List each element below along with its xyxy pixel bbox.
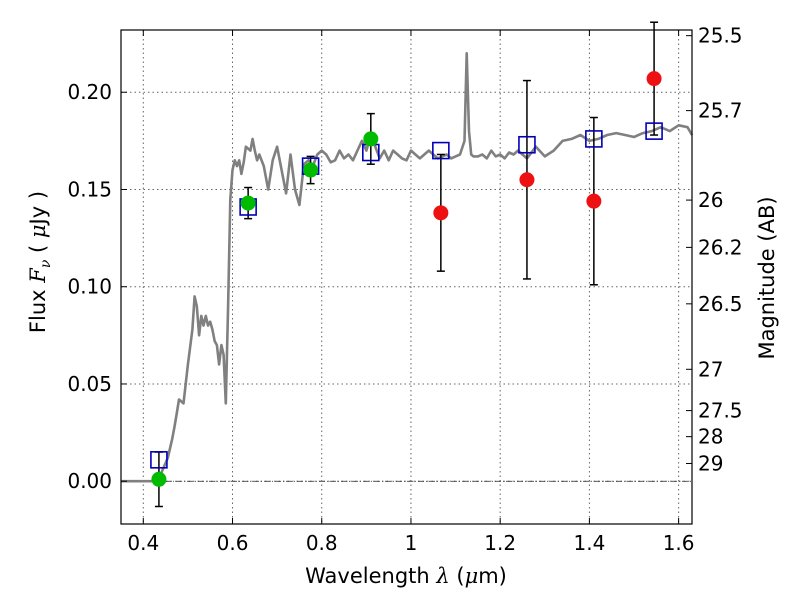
- observed-points: [151, 71, 662, 487]
- mag-tick-label-4: 26.5: [698, 292, 743, 316]
- detected-point-2: [303, 162, 319, 178]
- plot-frame: [120, 29, 693, 525]
- mag-tick-label-3: 26.2: [698, 235, 743, 259]
- mag-tick-label-6: 27.5: [698, 399, 743, 423]
- x-tick-label-2: 0.8: [306, 531, 338, 555]
- model-spectrum: [121, 51, 694, 483]
- x-tick-labels: 0.4 0.6 0.8 1 1.2 1.4 1.6: [127, 531, 694, 555]
- mag-tick-label-7: 28: [698, 425, 723, 449]
- mag-tick-label-2: 26: [698, 188, 723, 212]
- mag-tick-label-0: 25.5: [698, 24, 743, 48]
- model-box-4: [432, 141, 450, 160]
- detected-point-1: [240, 195, 256, 211]
- x-tick-label-3: 1: [405, 531, 418, 555]
- x-tick-label-1: 0.6: [217, 531, 249, 555]
- model-box-6: [585, 130, 603, 148]
- y-tick-label-4: 0.20: [67, 80, 112, 104]
- x-axis-label: Wavelength λ (μm): [305, 564, 507, 588]
- error-bars: [154, 21, 659, 508]
- detected-point-0: [151, 471, 167, 487]
- model-spectrum-line: [121, 51, 694, 483]
- grid: [121, 30, 692, 524]
- axis-ticks: [121, 30, 692, 524]
- detected-point-3: [363, 131, 379, 147]
- x-tick-label-5: 1.4: [573, 531, 605, 555]
- y-tick-label-3: 0.15: [67, 177, 112, 201]
- mag-tick-label-1: 25.7: [698, 99, 743, 123]
- y-tick-labels: 0.00 0.05 0.10 0.15 0.20: [67, 80, 112, 493]
- y-tick-label-2: 0.10: [67, 275, 112, 299]
- model-box-0: [150, 451, 168, 469]
- x-tick-label-0: 0.4: [127, 531, 159, 555]
- x-tick-label-4: 1.2: [484, 531, 516, 555]
- y-axis-label: Flux Fν ( μJy ): [26, 191, 54, 333]
- mag-tick-label-5: 27: [698, 357, 723, 381]
- mag-tick-label-8: 29: [698, 451, 723, 475]
- nondetected-point-0: [433, 205, 449, 221]
- y-tick-label-0: 0.00: [67, 469, 112, 493]
- nondetected-point-3: [646, 71, 662, 87]
- nondetected-point-1: [519, 172, 535, 188]
- x-tick-label-6: 1.6: [663, 531, 695, 555]
- nondetected-point-2: [586, 193, 602, 209]
- model-box-5: [518, 135, 536, 154]
- y-tick-label-1: 0.05: [67, 372, 112, 396]
- model-box-7: [645, 122, 663, 140]
- magnitude-axis-label: Magnitude (AB): [755, 196, 779, 359]
